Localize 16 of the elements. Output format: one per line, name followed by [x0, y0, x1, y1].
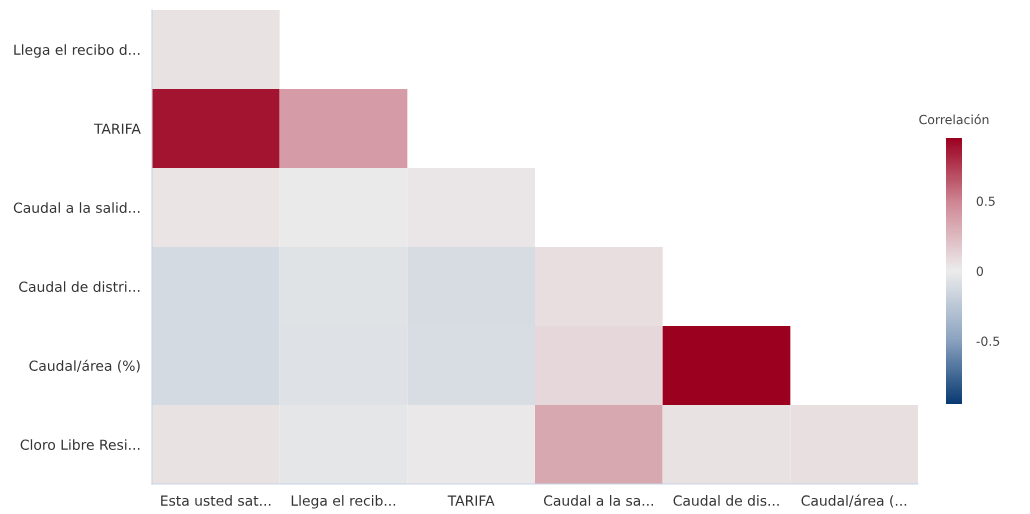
- x-tick-label: Caudal a la sa...: [543, 495, 653, 506]
- y-tick-label: Llega el recibo d...: [14, 44, 140, 58]
- color-bar-title: Correlación: [919, 114, 989, 125]
- y-tick-label: Caudal a la salid...: [13, 202, 140, 213]
- x-tick-label: Esta usted sat...: [161, 495, 271, 506]
- color-bar-label: 0: [976, 266, 984, 276]
- y-tick-label: Cloro Libre Resi...: [20, 439, 140, 450]
- y-tick-label: Caudal/área (%): [29, 359, 140, 373]
- color-bar-label: 0.5: [976, 196, 995, 206]
- y-tick-label: TARIFA: [93, 123, 141, 134]
- x-tick-label: TARIFA: [447, 495, 495, 506]
- x-tick-label: Llega el recib...: [291, 495, 396, 509]
- y-tick-label: Caudal de distri...: [19, 281, 140, 292]
- x-tick-label: Caudal de dis...: [673, 495, 779, 506]
- color-bar-label: -0.5: [976, 336, 1000, 346]
- x-tick-label: Caudal/área (...: [801, 494, 907, 508]
